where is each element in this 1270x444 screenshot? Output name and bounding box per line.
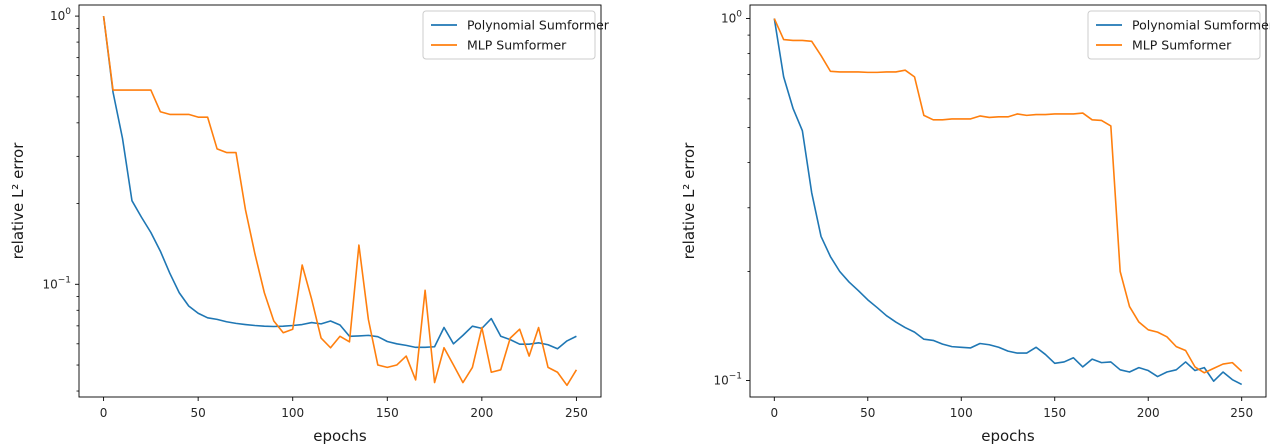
x-tick-label: 50	[191, 406, 206, 420]
x-tick-label: 50	[860, 406, 875, 420]
x-tick-label: 0	[100, 406, 108, 420]
x-tick-label: 0	[770, 406, 778, 420]
y-tick-base: 10	[42, 277, 57, 291]
series-line-polynomial	[102, 16, 577, 350]
y-axis-label: relative L² error	[680, 142, 698, 260]
legend-label: MLP Sumformer	[1132, 38, 1232, 53]
legend-box	[422, 10, 596, 60]
x-tick-label: 250	[1230, 406, 1253, 420]
legend-box	[1087, 10, 1261, 60]
y-tick-exponent: −1	[729, 371, 742, 381]
y-tick-label: 100	[721, 10, 742, 26]
legend-label: Polynomial Sumformer	[467, 18, 610, 33]
legend-label: MLP Sumformer	[467, 38, 567, 53]
x-tick-label: 150	[376, 406, 399, 420]
y-tick-base: 10	[713, 373, 728, 387]
x-tick-label: 100	[281, 406, 304, 420]
y-tick-label: 100	[50, 7, 71, 23]
series-line-polynomial	[773, 18, 1243, 386]
legend: Polynomial Sumformer MLP Sumformer	[1087, 10, 1270, 60]
series-line-mlp	[773, 18, 1243, 374]
x-tick-label: 100	[950, 406, 973, 420]
x-tick-label: 200	[1137, 406, 1160, 420]
y-tick-base: 10	[50, 9, 65, 23]
x-axis-label: epochs	[981, 427, 1035, 444]
legend-label: Polynomial Sumformer	[1132, 18, 1270, 33]
series-line-mlp	[102, 15, 578, 387]
x-tick-label: 200	[470, 406, 493, 420]
x-axis-label: epochs	[313, 427, 367, 444]
y-axis-label: relative L² error	[9, 142, 27, 260]
y-tick-exponent: 0	[736, 10, 742, 20]
legend: Polynomial Sumformer MLP Sumformer	[422, 10, 610, 60]
x-tick-label: 150	[1043, 406, 1066, 420]
x-tick-label: 250	[565, 406, 588, 420]
y-tick-label: 10−1	[42, 275, 71, 291]
axes-frame	[78, 4, 602, 398]
y-tick-label: 10−1	[713, 371, 742, 387]
y-tick-base: 10	[721, 12, 736, 26]
y-tick-exponent: −1	[58, 275, 71, 285]
y-tick-exponent: 0	[65, 7, 71, 17]
axes-frame	[749, 4, 1267, 398]
